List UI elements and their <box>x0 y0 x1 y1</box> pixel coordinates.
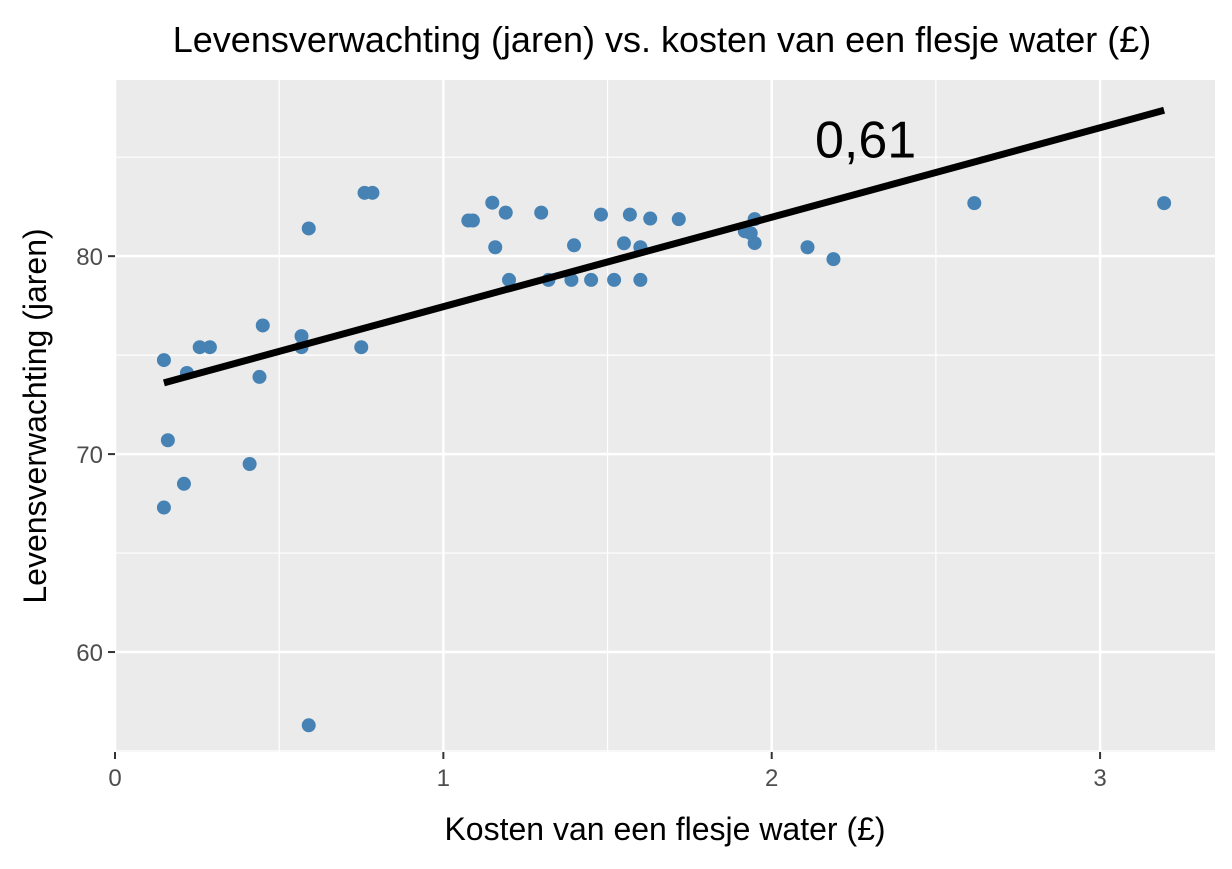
data-point <box>156 353 171 368</box>
data-point <box>294 329 309 344</box>
data-point <box>301 221 316 236</box>
data-point <box>242 457 257 471</box>
plot-panel <box>115 80 1215 752</box>
data-point <box>567 238 582 253</box>
data-point <box>1157 196 1172 211</box>
annotation-label: 0,61 <box>815 111 916 169</box>
data-point <box>252 369 267 384</box>
data-point <box>354 340 369 355</box>
data-point <box>488 240 503 255</box>
data-point <box>593 207 608 222</box>
data-point <box>616 236 631 251</box>
data-point <box>643 211 658 226</box>
data-point <box>465 213 480 228</box>
data-point <box>498 205 513 220</box>
data-point <box>747 236 762 251</box>
data-point <box>564 272 579 287</box>
chart-title: Levensverwachting (jaren) vs. kosten van… <box>173 19 1151 60</box>
x-axis-label: Kosten van een flesje water (£) <box>444 811 885 847</box>
data-point <box>584 272 599 287</box>
trend-line <box>163 106 1166 387</box>
y-tick-label: 80 <box>76 244 103 271</box>
data-point <box>255 318 270 333</box>
data-point <box>365 185 380 200</box>
gridlines <box>113 80 1215 752</box>
x-tick-label: 1 <box>437 765 450 792</box>
y-tick-label: 70 <box>76 442 103 469</box>
data-point <box>156 500 171 515</box>
data-point <box>826 252 841 267</box>
x-tick-label: 2 <box>765 765 778 792</box>
y-tick-label: 60 <box>76 640 103 667</box>
data-point <box>160 433 175 448</box>
x-tick-label: 3 <box>1093 765 1106 792</box>
data-point <box>622 207 637 222</box>
data-point <box>534 205 549 220</box>
data-point <box>800 240 815 255</box>
data-point <box>485 195 500 210</box>
data-point <box>671 212 686 227</box>
data-point <box>633 272 648 287</box>
data-point <box>202 340 217 355</box>
data-point <box>607 272 622 287</box>
data-point <box>176 476 191 491</box>
data-point <box>192 340 207 355</box>
data-point <box>502 272 517 287</box>
x-tick-label: 0 <box>108 765 121 792</box>
data-point <box>967 196 982 211</box>
data-point <box>301 718 316 733</box>
y-axis-label: Levensverwachting (jaren) <box>17 228 53 603</box>
axes: 0 1 2 3 60 70 80 <box>76 244 1106 792</box>
